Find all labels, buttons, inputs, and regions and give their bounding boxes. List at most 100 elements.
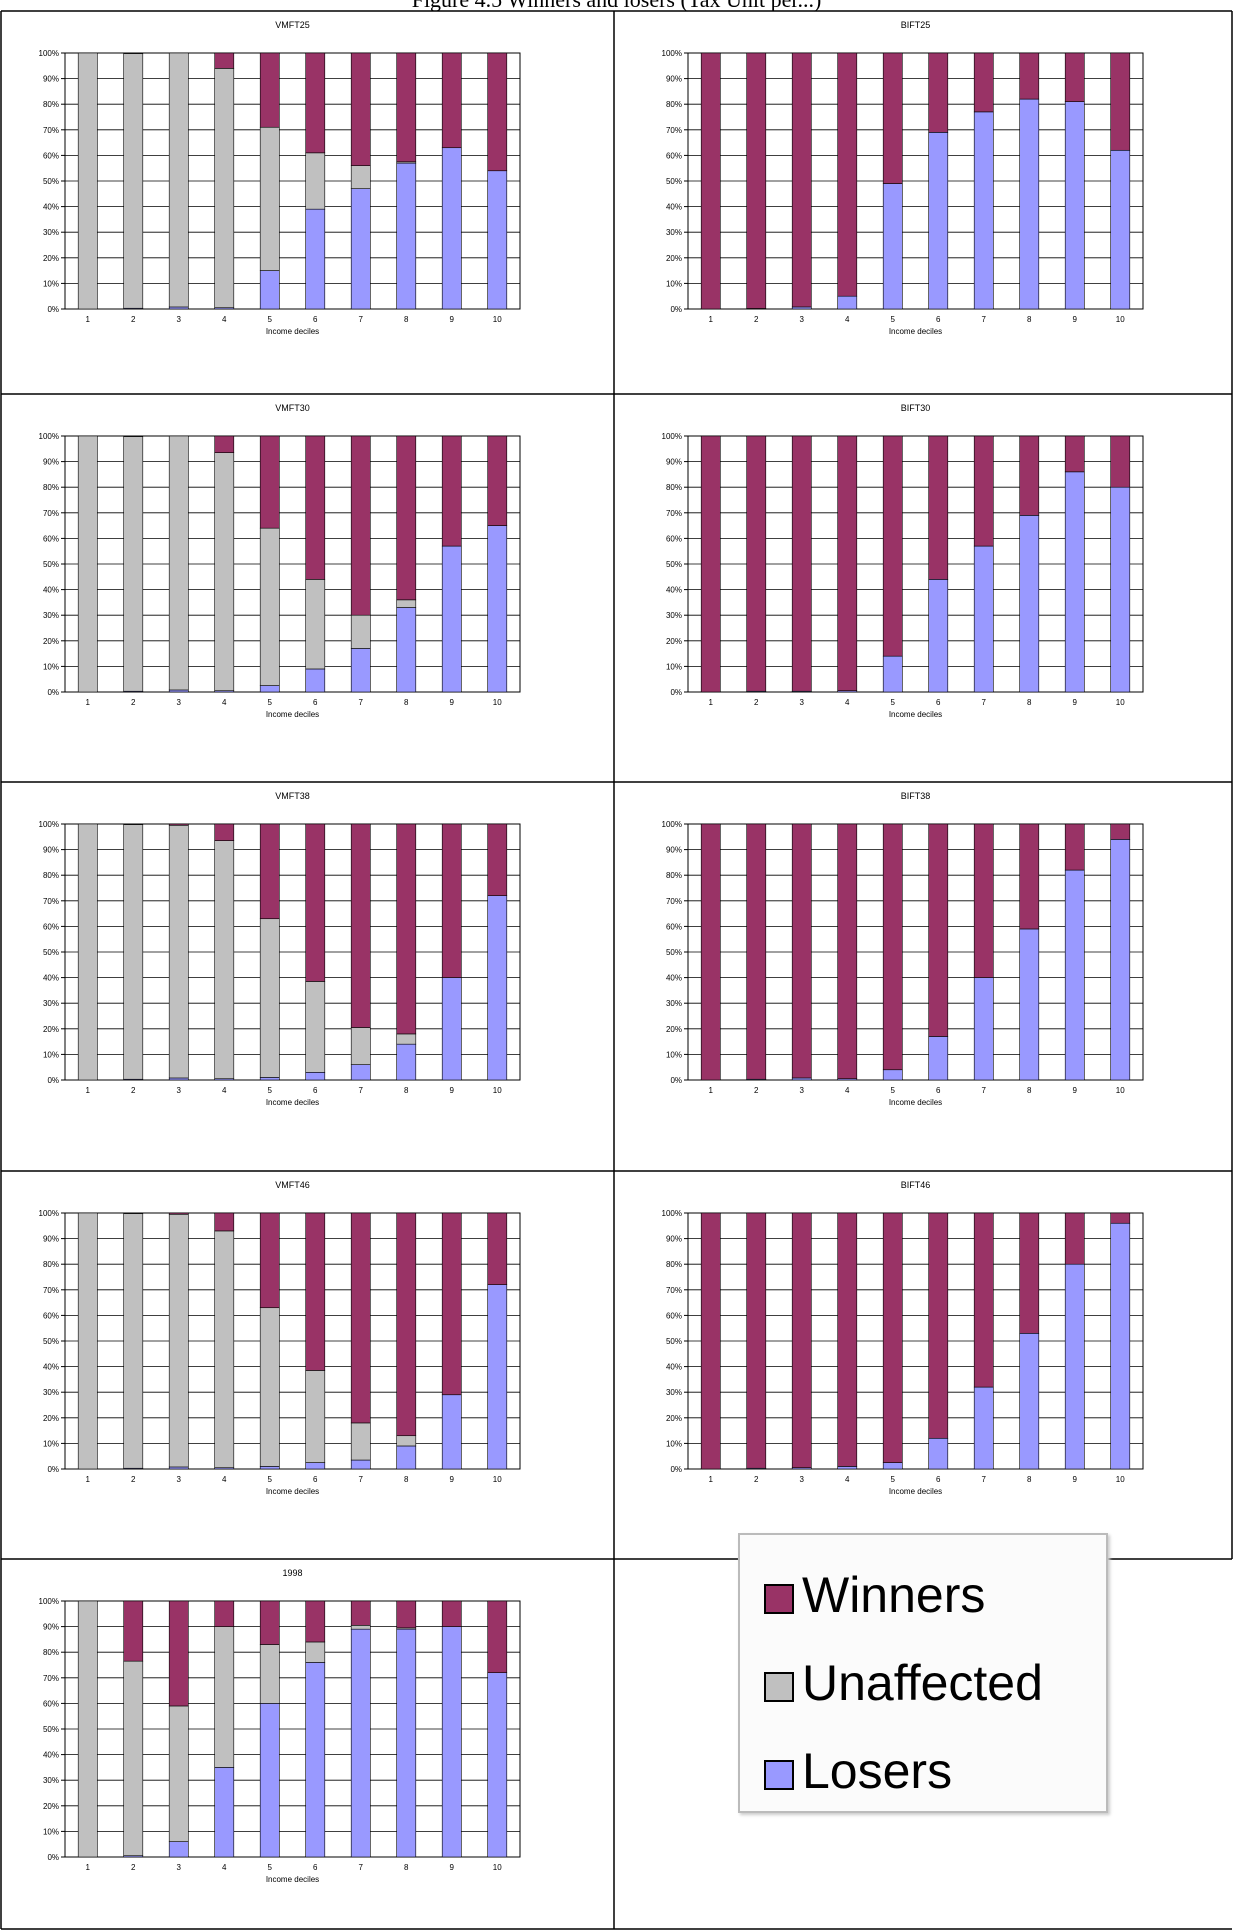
bar-4 <box>837 1212 858 1470</box>
y-tick-label: 80% <box>43 871 59 880</box>
y-tick-label: 10% <box>666 1439 682 1448</box>
bar-segment-winners <box>837 435 858 692</box>
bar-9 <box>1064 435 1085 693</box>
bar-segment-unaffected <box>123 53 144 309</box>
y-tick-label: 40% <box>666 1363 682 1372</box>
y-tick-label: 0% <box>670 688 682 697</box>
chart-title: VMFT25 <box>275 20 310 30</box>
bar-segment-unaffected <box>305 152 326 210</box>
x-tick-label: 1 <box>86 315 91 324</box>
y-tick-label: 70% <box>666 1286 682 1295</box>
plot-area <box>687 1212 1144 1470</box>
bar-segment-unaffected <box>77 1212 98 1470</box>
x-tick-label: 4 <box>222 1086 227 1095</box>
bar-3 <box>168 1600 189 1858</box>
bar-segment-winners <box>1064 1212 1085 1265</box>
bar-segment-unaffected <box>259 527 280 686</box>
bar-segment-losers <box>305 1462 326 1470</box>
bar-segment-unaffected <box>259 1644 280 1704</box>
x-tick-label: 5 <box>891 1475 896 1484</box>
y-tick-label: 30% <box>43 228 59 237</box>
plot-area <box>687 435 1144 693</box>
y-tick-label: 20% <box>666 254 682 263</box>
y-tick-label: 40% <box>43 974 59 983</box>
bar-10 <box>487 823 508 1081</box>
bar-segment-winners <box>168 823 189 826</box>
x-tick-label: 3 <box>177 1863 182 1872</box>
bar-segment-unaffected <box>123 436 144 692</box>
bar-segment-unaffected <box>123 824 144 1080</box>
bar-segment-winners <box>1064 52 1085 102</box>
x-tick-label: 9 <box>450 1863 455 1872</box>
bar-5 <box>259 1600 280 1858</box>
plot-area <box>687 52 1144 310</box>
bar-segment-winners <box>1064 435 1085 473</box>
bar-segment-losers <box>791 1077 812 1081</box>
bar-10 <box>487 1600 508 1858</box>
y-tick-label: 100% <box>39 432 59 441</box>
y-tick-label: 10% <box>666 279 682 288</box>
chart-vmft25: VMFT25 0% 10% 20% 30% 40% 50% 60% 70% 80% 90% 100% 1… <box>39 20 521 336</box>
bar-6 <box>305 1600 326 1858</box>
bar-segment-winners <box>487 52 508 172</box>
x-tick-label: 2 <box>131 698 136 707</box>
chart-title: VMFT38 <box>275 791 310 801</box>
x-axis-label: Income deciles <box>889 1098 942 1107</box>
y-tick-label: 90% <box>43 75 59 84</box>
bar-segment-winners <box>791 435 812 692</box>
x-tick-label: 9 <box>450 698 455 707</box>
y-tick-label: 70% <box>43 509 59 518</box>
bar-segment-winners <box>305 435 326 580</box>
chart-bift30: BIFT30 0% 10% 20% 30% 40% 50% 60% 70% 80% 90% 100% 1… <box>662 403 1144 719</box>
bar-segment-winners <box>214 823 235 841</box>
bar-segment-winners <box>441 52 462 149</box>
x-tick-label: 4 <box>845 698 850 707</box>
bar-3 <box>168 823 189 1081</box>
plot-area <box>64 1212 521 1470</box>
bar-segment-losers <box>1110 149 1131 310</box>
bar-segment-losers <box>973 1386 994 1470</box>
y-tick-label: 50% <box>666 177 682 186</box>
bar-segment-winners <box>746 1212 767 1469</box>
x-tick-label: 1 <box>86 698 91 707</box>
bar-2 <box>123 1212 144 1470</box>
bar-5 <box>259 435 280 693</box>
y-tick-label: 50% <box>666 948 682 957</box>
x-tick-label: 8 <box>1027 1475 1032 1484</box>
y-tick-label: 30% <box>666 1388 682 1397</box>
bar-8 <box>1019 52 1040 310</box>
bar-segment-losers <box>487 1672 508 1858</box>
bar-segment-winners <box>168 1600 189 1707</box>
bar-segment-winners <box>882 52 903 184</box>
y-tick-label: 20% <box>43 637 59 646</box>
bar-6 <box>928 823 949 1081</box>
x-tick-label: 2 <box>754 1475 759 1484</box>
bar-2 <box>123 1600 144 1858</box>
x-tick-label: 5 <box>891 315 896 324</box>
bar-segment-winners <box>928 435 949 580</box>
x-tick-label: 9 <box>450 315 455 324</box>
x-tick-label: 7 <box>359 1863 364 1872</box>
x-tick-label: 5 <box>268 315 273 324</box>
bar-segment-winners <box>441 1212 462 1396</box>
bar-segment-losers <box>259 1077 280 1081</box>
x-tick-label: 6 <box>936 1086 941 1095</box>
x-axis-label: Income deciles <box>889 1487 942 1496</box>
x-tick-label: 9 <box>1073 315 1078 324</box>
bar-segment-winners <box>746 823 767 1080</box>
bar-segment-losers <box>1019 1333 1040 1470</box>
y-tick-label: 40% <box>666 974 682 983</box>
bar-1 <box>77 435 98 693</box>
bar-segment-winners <box>928 823 949 1037</box>
y-tick-label: 80% <box>43 483 59 492</box>
x-tick-label: 9 <box>1073 1475 1078 1484</box>
bar-segment-losers <box>168 1841 189 1858</box>
y-tick-label: 100% <box>39 820 59 829</box>
bar-segment-winners <box>350 823 371 1028</box>
y-tick-label: 50% <box>43 1725 59 1734</box>
bar-4 <box>214 1212 235 1470</box>
bar-segment-winners <box>214 1212 235 1232</box>
bar-7 <box>350 823 371 1081</box>
bar-segment-winners <box>350 1600 371 1626</box>
x-tick-label: 6 <box>313 698 318 707</box>
